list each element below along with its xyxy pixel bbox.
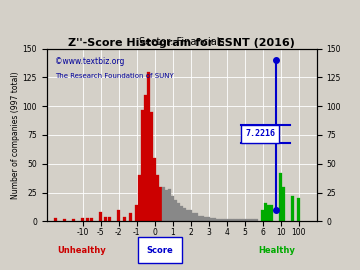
Bar — [270, 205, 273, 221]
Bar — [193, 213, 195, 221]
Bar — [144, 95, 147, 221]
Bar — [141, 110, 144, 221]
Bar — [108, 217, 111, 221]
Bar — [222, 219, 225, 221]
Text: 7.2216: 7.2216 — [245, 129, 275, 138]
Bar — [216, 219, 219, 221]
Bar — [195, 213, 198, 221]
Bar — [264, 203, 267, 221]
Bar — [238, 219, 240, 221]
Bar — [243, 219, 246, 221]
Bar — [171, 196, 174, 221]
Bar — [157, 175, 159, 221]
Bar — [130, 213, 132, 221]
Text: Score: Score — [147, 245, 174, 255]
Bar — [234, 219, 237, 221]
Bar — [162, 187, 165, 221]
Bar — [247, 219, 249, 221]
Bar — [81, 218, 84, 221]
Bar — [150, 112, 153, 221]
Bar — [153, 158, 156, 221]
Y-axis label: Number of companies (997 total): Number of companies (997 total) — [11, 71, 20, 199]
Bar — [292, 196, 294, 221]
Bar — [249, 219, 252, 221]
Bar — [207, 217, 210, 221]
Bar — [229, 219, 231, 221]
Bar — [166, 190, 168, 221]
Bar — [168, 189, 171, 221]
Bar — [204, 217, 207, 221]
Bar — [63, 219, 66, 221]
Bar — [261, 210, 264, 221]
Bar — [159, 187, 162, 221]
Text: Unhealthy: Unhealthy — [58, 245, 106, 255]
Bar — [135, 205, 138, 221]
Bar — [99, 212, 102, 221]
Bar — [117, 210, 120, 221]
Bar — [240, 219, 243, 221]
Bar — [90, 218, 93, 221]
FancyBboxPatch shape — [241, 125, 279, 143]
Text: Healthy: Healthy — [258, 245, 295, 255]
Bar — [175, 200, 177, 221]
Bar — [256, 219, 258, 221]
Bar — [252, 219, 255, 221]
Bar — [220, 219, 222, 221]
Bar — [283, 187, 285, 221]
Bar — [186, 210, 189, 221]
Bar — [213, 218, 216, 221]
Bar — [198, 216, 201, 221]
Bar — [148, 72, 150, 221]
Bar — [267, 205, 270, 221]
Bar — [231, 219, 234, 221]
Bar — [180, 207, 183, 221]
Text: ©www.textbiz.org: ©www.textbiz.org — [55, 57, 124, 66]
Bar — [189, 210, 192, 221]
Text: The Research Foundation of SUNY: The Research Foundation of SUNY — [55, 73, 174, 79]
Text: Sector: Financials: Sector: Financials — [139, 37, 225, 47]
Bar — [210, 218, 213, 221]
Bar — [139, 175, 141, 221]
Bar — [202, 216, 204, 221]
Title: Z''-Score Histogram for ESNT (2016): Z''-Score Histogram for ESNT (2016) — [68, 38, 295, 48]
Bar — [225, 219, 228, 221]
Bar — [177, 203, 180, 221]
Bar — [279, 173, 282, 221]
Bar — [72, 219, 75, 221]
Bar — [184, 208, 186, 221]
Bar — [86, 218, 89, 221]
Bar — [104, 217, 107, 221]
Bar — [54, 218, 57, 221]
Bar — [297, 198, 300, 221]
Bar — [123, 217, 126, 221]
